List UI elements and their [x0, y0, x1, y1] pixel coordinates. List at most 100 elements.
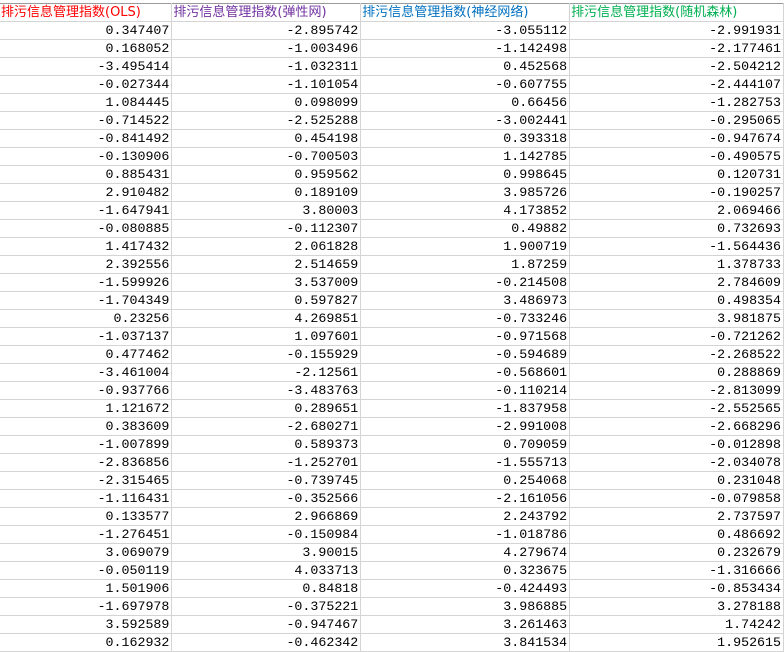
table-cell[interactable]: -0.721262: [569, 327, 784, 346]
table-cell[interactable]: 0.486692: [569, 525, 784, 544]
table-cell[interactable]: 0.133577: [0, 507, 173, 526]
table-cell[interactable]: -1.564436: [569, 237, 784, 256]
table-cell[interactable]: 0.289651: [171, 399, 362, 418]
header-cell-elastic-net[interactable]: 排污信息管理指数(弹性网): [171, 3, 362, 22]
table-cell[interactable]: -1.116431: [0, 489, 173, 508]
table-cell[interactable]: -1.037137: [0, 327, 173, 346]
table-cell[interactable]: -2.177461: [569, 39, 784, 58]
table-cell[interactable]: -0.080885: [0, 219, 173, 238]
table-cell[interactable]: -0.568601: [360, 363, 571, 382]
table-cell[interactable]: -2.680271: [171, 417, 362, 436]
table-cell[interactable]: 0.597827: [171, 291, 362, 310]
table-cell[interactable]: -0.155929: [171, 345, 362, 364]
table-cell[interactable]: 2.243792: [360, 507, 571, 526]
table-cell[interactable]: -2.813099: [569, 381, 784, 400]
table-cell[interactable]: -2.895742: [171, 21, 362, 40]
table-cell[interactable]: 3.069079: [0, 543, 173, 562]
table-cell[interactable]: 1.900719: [360, 237, 571, 256]
table-cell[interactable]: 0.959562: [171, 165, 362, 184]
table-cell[interactable]: -1.276451: [0, 525, 173, 544]
table-cell[interactable]: 3.841534: [360, 633, 571, 652]
header-cell-ols[interactable]: 排污信息管理指数(OLS): [0, 3, 173, 22]
table-cell[interactable]: 4.173852: [360, 201, 571, 220]
table-cell[interactable]: -1.282753: [569, 93, 784, 112]
table-cell[interactable]: 3.278188: [569, 597, 784, 616]
table-cell[interactable]: 1.501906: [0, 579, 173, 598]
table-cell[interactable]: -2.991008: [360, 417, 571, 436]
table-cell[interactable]: 3.486973: [360, 291, 571, 310]
table-cell[interactable]: -1.003496: [171, 39, 362, 58]
table-cell[interactable]: 0.189109: [171, 183, 362, 202]
table-cell[interactable]: 0.323675: [360, 561, 571, 580]
table-cell[interactable]: 1.097601: [171, 327, 362, 346]
table-cell[interactable]: -0.295065: [569, 111, 784, 130]
table-cell[interactable]: -0.937766: [0, 381, 173, 400]
table-cell[interactable]: 3.261463: [360, 615, 571, 634]
table-cell[interactable]: -1.032311: [171, 57, 362, 76]
table-cell[interactable]: -1.697978: [0, 597, 173, 616]
table-cell[interactable]: -0.130906: [0, 147, 173, 166]
table-cell[interactable]: 2.069466: [569, 201, 784, 220]
table-cell[interactable]: -2.991931: [569, 21, 784, 40]
table-cell[interactable]: 1.417432: [0, 237, 173, 256]
table-cell[interactable]: -0.739745: [171, 471, 362, 490]
table-cell[interactable]: 3.986885: [360, 597, 571, 616]
table-cell[interactable]: 0.231048: [569, 471, 784, 490]
table-cell[interactable]: 0.454198: [171, 129, 362, 148]
table-cell[interactable]: -2.836856: [0, 453, 173, 472]
table-cell[interactable]: -2.161056: [360, 489, 571, 508]
table-cell[interactable]: 1.87259: [360, 255, 571, 274]
table-cell[interactable]: -2.444107: [569, 75, 784, 94]
table-cell[interactable]: -0.594689: [360, 345, 571, 364]
table-cell[interactable]: 4.279674: [360, 543, 571, 562]
table-cell[interactable]: -0.214508: [360, 273, 571, 292]
table-cell[interactable]: -2.034078: [569, 453, 784, 472]
table-cell[interactable]: -2.668296: [569, 417, 784, 436]
table-cell[interactable]: 4.269851: [171, 309, 362, 328]
table-cell[interactable]: 2.061828: [171, 237, 362, 256]
table-cell[interactable]: -0.733246: [360, 309, 571, 328]
header-cell-neural-network[interactable]: 排污信息管理指数(神经网络): [360, 3, 571, 22]
table-cell[interactable]: 3.90015: [171, 543, 362, 562]
table-cell[interactable]: 0.66456: [360, 93, 571, 112]
table-cell[interactable]: 1.74242: [569, 615, 784, 634]
table-cell[interactable]: -2.552565: [569, 399, 784, 418]
table-cell[interactable]: -1.555713: [360, 453, 571, 472]
table-cell[interactable]: 0.498354: [569, 291, 784, 310]
table-cell[interactable]: -0.079858: [569, 489, 784, 508]
table-cell[interactable]: -3.002441: [360, 111, 571, 130]
table-cell[interactable]: 0.23256: [0, 309, 173, 328]
table-cell[interactable]: -0.853434: [569, 579, 784, 598]
table-cell[interactable]: 1.084445: [0, 93, 173, 112]
table-cell[interactable]: -0.050119: [0, 561, 173, 580]
table-cell[interactable]: 2.392556: [0, 255, 173, 274]
table-cell[interactable]: 1.142785: [360, 147, 571, 166]
table-cell[interactable]: -3.483763: [171, 381, 362, 400]
table-cell[interactable]: -0.110214: [360, 381, 571, 400]
table-cell[interactable]: -0.150984: [171, 525, 362, 544]
table-cell[interactable]: 1.121672: [0, 399, 173, 418]
table-cell[interactable]: -1.837958: [360, 399, 571, 418]
table-cell[interactable]: -0.947674: [569, 129, 784, 148]
table-cell[interactable]: 3.537009: [171, 273, 362, 292]
table-cell[interactable]: 0.732693: [569, 219, 784, 238]
table-cell[interactable]: -0.841492: [0, 129, 173, 148]
table-cell[interactable]: 2.966869: [171, 507, 362, 526]
table-cell[interactable]: -2.504212: [569, 57, 784, 76]
table-cell[interactable]: -0.424493: [360, 579, 571, 598]
table-cell[interactable]: -0.012898: [569, 435, 784, 454]
table-cell[interactable]: -1.704349: [0, 291, 173, 310]
table-cell[interactable]: -0.714522: [0, 111, 173, 130]
table-cell[interactable]: 0.452568: [360, 57, 571, 76]
table-cell[interactable]: -0.027344: [0, 75, 173, 94]
table-cell[interactable]: -0.190257: [569, 183, 784, 202]
table-cell[interactable]: -0.352566: [171, 489, 362, 508]
table-cell[interactable]: 0.589373: [171, 435, 362, 454]
table-cell[interactable]: -0.947467: [171, 615, 362, 634]
table-cell[interactable]: -1.142498: [360, 39, 571, 58]
table-cell[interactable]: 0.232679: [569, 543, 784, 562]
table-cell[interactable]: -0.700503: [171, 147, 362, 166]
table-cell[interactable]: 0.288869: [569, 363, 784, 382]
table-cell[interactable]: 0.168052: [0, 39, 173, 58]
table-cell[interactable]: -1.101054: [171, 75, 362, 94]
